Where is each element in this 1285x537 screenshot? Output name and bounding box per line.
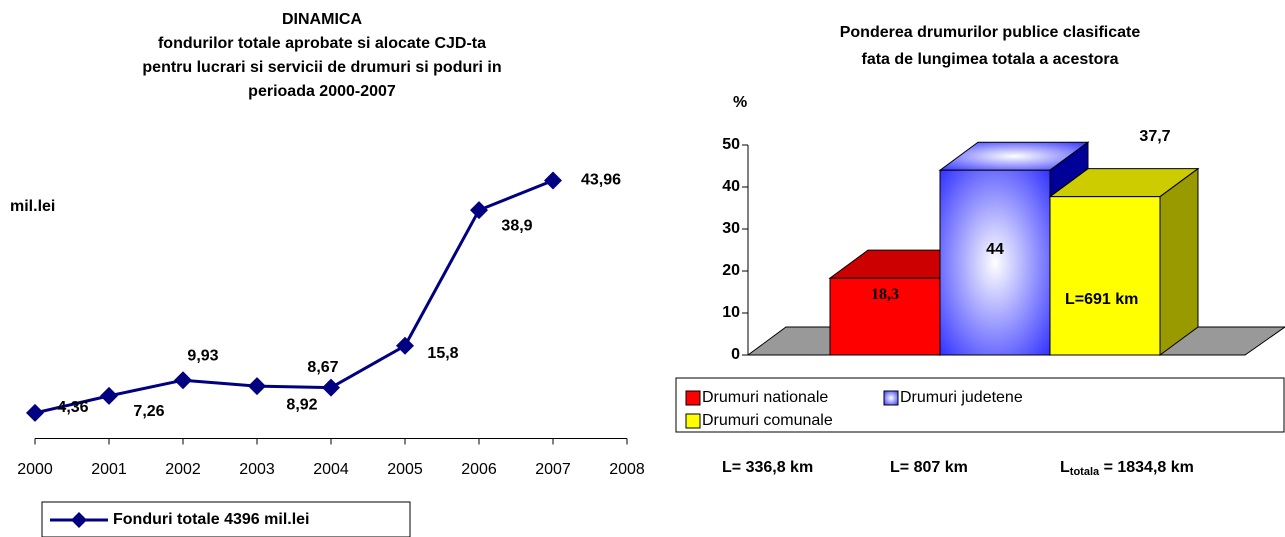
data-label: 7,26 — [133, 403, 164, 420]
marker — [174, 371, 192, 390]
y-axis-label: mil.lei — [10, 198, 55, 215]
y-tick-label: 30 — [722, 220, 740, 237]
legend-label: Drumuri judetene — [900, 389, 1023, 406]
data-label: 43,96 — [581, 172, 621, 189]
legend-swatch — [685, 413, 701, 429]
data-label: 4,36 — [57, 399, 88, 416]
data-label: 8,67 — [307, 359, 338, 376]
legend-swatch — [685, 390, 701, 406]
y-tick-label: 50 — [722, 136, 740, 153]
chart-title: Ponderea drumurilor publice clasificate — [840, 24, 1141, 41]
line — [34, 179, 554, 415]
bar — [1049, 196, 1161, 356]
marker — [544, 171, 562, 190]
chart-title: fata de lungimea totala a acestora — [862, 51, 1119, 68]
legend-marker — [71, 512, 87, 528]
annotation-main: L — [1060, 459, 1070, 476]
marker — [248, 377, 266, 396]
legend-swatch — [883, 390, 899, 406]
data-label: 44 — [986, 241, 1004, 258]
marker — [396, 336, 414, 355]
marker — [100, 386, 118, 405]
chart-title: pentru lucrari si servicii de drumuri si… — [142, 59, 501, 76]
legend-box — [675, 377, 1285, 433]
x-tick-label: 2005 — [387, 461, 423, 478]
legend-label: Fonduri totale 4396 mil.lei — [113, 511, 310, 528]
annotation-rest: = 1834,8 km — [1099, 459, 1194, 476]
data-label: 9,93 — [187, 347, 218, 364]
bar-side — [1159, 167, 1199, 356]
annotation-sub: totala — [1070, 466, 1100, 478]
data-label: 18,3 — [871, 286, 899, 303]
marker — [322, 378, 340, 397]
chart-title: DINAMICA — [282, 11, 362, 28]
x-tick-label: 2000 — [17, 461, 53, 478]
legend-label: Drumuri nationale — [702, 389, 828, 406]
marker — [26, 403, 44, 422]
x-tick-label: 2004 — [313, 461, 349, 478]
x-tick-label: 2003 — [239, 461, 275, 478]
data-label: 37,7 — [1139, 128, 1170, 145]
y-tick-label: 40 — [722, 178, 740, 195]
data-label: 8,92 — [286, 396, 317, 413]
x-tick-label: 2006 — [461, 461, 497, 478]
annotation: Ltotala = 1834,8 km — [1060, 459, 1194, 478]
x-tick-label: 2008 — [609, 461, 645, 478]
x-tick-label: 2001 — [91, 461, 127, 478]
annotation: L=691 km — [1065, 291, 1138, 308]
y-axis-label: % — [733, 94, 747, 111]
annotation: L= 336,8 km — [722, 459, 813, 476]
x-tick-label: 2007 — [535, 461, 571, 478]
legend-label: Drumuri comunale — [702, 412, 833, 429]
chart-title: fondurilor totale aprobate si alocate CJ… — [158, 35, 486, 52]
legend-box — [41, 501, 411, 537]
y-tick-label: 20 — [722, 262, 740, 279]
y-tick-label: 10 — [722, 304, 740, 321]
bar — [829, 277, 941, 356]
x-tick-label: 2002 — [165, 461, 201, 478]
annotation: L= 807 km — [890, 459, 968, 476]
data-label: 15,8 — [427, 345, 458, 362]
chart-title: perioada 2000-2007 — [248, 83, 396, 100]
bar — [939, 169, 1051, 356]
data-label: 38,9 — [501, 217, 532, 234]
y-tick-label: 0 — [731, 346, 740, 363]
marker — [470, 201, 488, 220]
